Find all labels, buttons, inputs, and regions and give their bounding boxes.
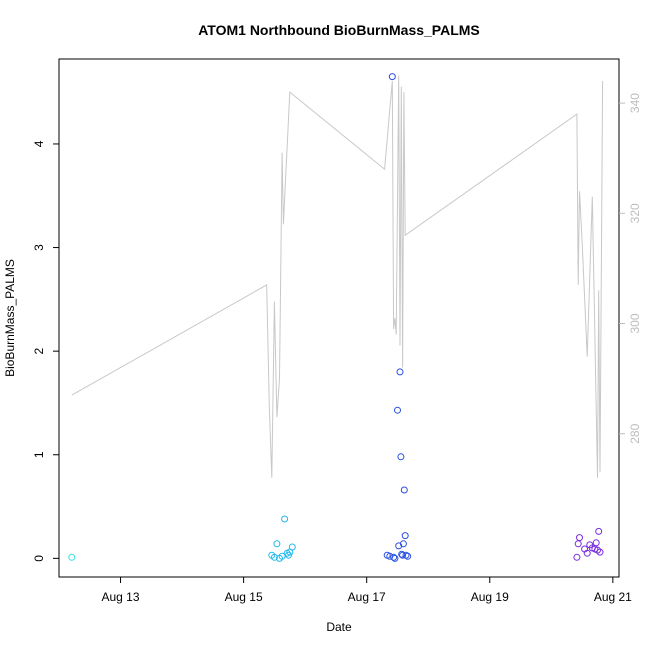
data-point xyxy=(399,540,407,548)
data-point xyxy=(285,551,292,559)
y-axis: 0 1 2 3 4 xyxy=(32,140,59,562)
data-point xyxy=(583,549,591,557)
y-tick-label: 0 xyxy=(32,555,46,562)
altitude-line xyxy=(71,75,604,478)
data-point xyxy=(397,453,405,461)
data-point xyxy=(401,532,409,540)
data-point xyxy=(592,539,600,547)
data-point xyxy=(596,548,604,556)
x-tick-label: Aug 21 xyxy=(594,590,632,604)
altitude-layer xyxy=(71,75,604,478)
plot-frame xyxy=(58,58,620,578)
data-point xyxy=(278,552,286,560)
data-point xyxy=(399,551,407,559)
data-point xyxy=(390,553,398,561)
y-tick-label: 3 xyxy=(32,244,46,251)
x-tick-label: Aug 15 xyxy=(225,590,263,604)
x-tick-label: Aug 19 xyxy=(471,590,509,604)
y2-axis: 280 300 320 340 xyxy=(619,93,642,444)
data-point xyxy=(573,553,581,561)
x-axis-label: Date xyxy=(326,620,352,634)
y2-tick-label: 280 xyxy=(628,423,642,443)
y-tick-label: 2 xyxy=(32,347,46,354)
y2-tick-label: 340 xyxy=(628,93,642,113)
y-tick-label: 1 xyxy=(32,451,46,458)
data-point xyxy=(595,527,603,535)
data-point xyxy=(404,552,412,560)
y2-tick-label: 300 xyxy=(628,313,642,333)
data-point xyxy=(391,554,399,562)
data-point xyxy=(576,534,583,542)
data-point xyxy=(270,553,278,561)
data-point xyxy=(273,540,281,548)
chart-title: ATOM1 Northbound BioBurnMass_PALMS xyxy=(198,22,480,38)
data-point xyxy=(402,551,410,559)
data-point xyxy=(281,515,289,523)
data-point xyxy=(288,543,296,551)
data-point xyxy=(394,406,401,414)
y-tick-label: 4 xyxy=(32,140,46,147)
data-point xyxy=(400,486,408,494)
x-tick-label: Aug 17 xyxy=(348,590,386,604)
data-point xyxy=(68,553,76,561)
x-tick-label: Aug 13 xyxy=(102,590,140,604)
y2-tick-label: 320 xyxy=(628,203,642,223)
y-axis-label: BioBurnMass_PALMS xyxy=(3,259,17,377)
data-point xyxy=(396,368,404,376)
points-layer xyxy=(68,73,604,562)
data-point xyxy=(398,550,406,558)
data-point xyxy=(388,73,396,81)
x-axis: Aug 13 Aug 15 Aug 17 Aug 19 Aug 21 xyxy=(102,577,632,604)
